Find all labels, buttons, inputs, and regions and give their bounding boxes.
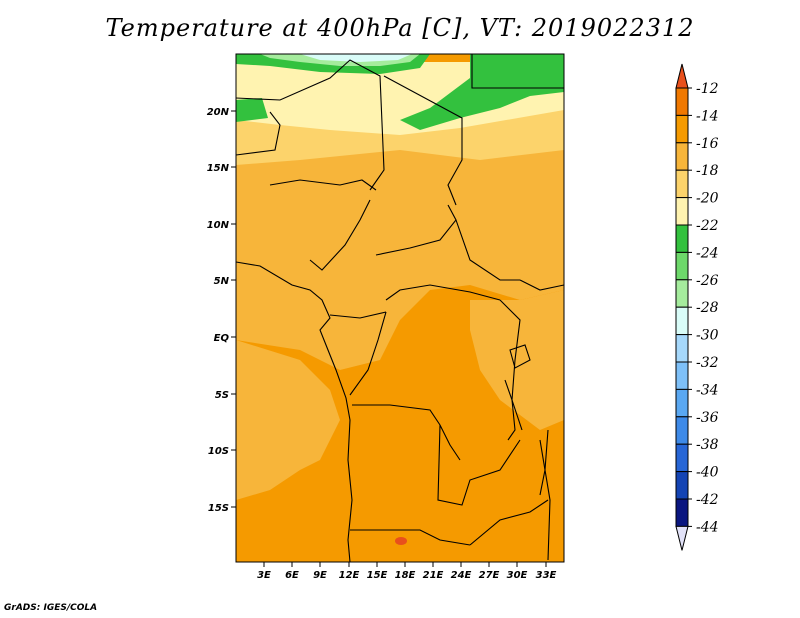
colorbar-label: -32	[696, 355, 719, 371]
border-car-drc	[385, 284, 501, 301]
colorbar-label: -22	[696, 218, 719, 234]
field-cold-north	[300, 54, 412, 62]
lat-tick-label: 10S	[208, 446, 229, 457]
lat-tick-label: 15N	[207, 163, 230, 174]
colorbar-swatch	[675, 251, 689, 281]
colorbar-swatch	[675, 279, 689, 308]
colorbar-label: -16	[696, 136, 719, 152]
colorbar-swatch	[675, 334, 689, 363]
colorbar-label: -12	[696, 81, 719, 97]
colorbar-label: -36	[696, 410, 719, 426]
lake-malawi	[539, 439, 546, 496]
lat-tick-label: 10N	[207, 220, 230, 231]
border-drc-east	[499, 299, 523, 431]
border-libya-chad	[383, 75, 463, 206]
colorbar-swatch	[675, 388, 689, 418]
colorbar-label: -38	[696, 437, 719, 453]
lon-tick-label: 12E	[339, 570, 360, 581]
lat-tick-label: 15S	[208, 503, 229, 514]
colorbar-swatch	[675, 197, 689, 226]
border-mali-niger	[236, 111, 281, 156]
lat-tick-label: EQ	[214, 333, 230, 344]
grads-credit: GrADS: IGES/COLA	[4, 603, 98, 613]
colorbar-swatch	[675, 142, 689, 171]
colorbar-bottom-arrow	[675, 525, 689, 551]
border-algeria-niger	[236, 59, 385, 191]
colorbar-label: -14	[696, 108, 719, 124]
colorbar-swatch	[675, 87, 689, 116]
colorbar-swatch	[675, 498, 689, 527]
colorbar-label: -40	[696, 465, 719, 481]
map-title: Temperature at 400hPa [C], VT: 201902231…	[105, 14, 695, 42]
colorbar-label: -30	[696, 328, 719, 344]
lon-tick-label: 33E	[536, 570, 557, 581]
border-egypt-sudan	[471, 54, 564, 89]
lat-tick-label: 5S	[215, 390, 229, 401]
country-borders	[236, 54, 564, 562]
lon-tick-label: 30E	[507, 570, 528, 581]
border-nigeria-cameroon	[309, 199, 371, 271]
border-chad-car	[375, 204, 457, 256]
colorbar-swatch	[675, 416, 689, 445]
colorbar-label: -24	[696, 245, 719, 261]
colorbar-swatch	[675, 306, 689, 336]
colorbar-swatch	[675, 471, 689, 500]
field-central-east	[470, 290, 564, 430]
colorbar-swatch	[675, 169, 689, 199]
colorbar-label: -44	[696, 519, 719, 535]
colorbar-label: -20	[696, 191, 719, 207]
border-cameroon-congo	[329, 311, 387, 319]
field-central-west	[236, 340, 340, 500]
lat-tick-label: 20N	[207, 107, 230, 118]
map-area	[236, 54, 564, 562]
border-southeast	[544, 429, 551, 561]
colorbar-label: -34	[696, 382, 719, 398]
lon-tick-label: 3E	[257, 570, 271, 581]
lon-tick-label: 9E	[313, 570, 327, 581]
border-namibia-angola	[350, 529, 471, 546]
colorbar-top-arrow	[675, 63, 689, 89]
colorbar-label: -26	[696, 273, 719, 289]
lake-tanganyika	[504, 379, 516, 441]
field-cool-west	[236, 98, 268, 122]
border-congo-drc	[349, 311, 387, 396]
border-drc-angola	[352, 404, 461, 461]
longitude-ticks: 3E 6E 9E 12E 15E 18E 21E 24E 27E 30E 33E	[257, 562, 557, 581]
lon-tick-label: 27E	[479, 570, 500, 581]
colorbar-legend: -12 -14 -16 -18 -20 -22 -24 -26 -28 -30 -32 -34 -36 -…	[675, 63, 719, 551]
border-angola-zambia	[437, 424, 521, 506]
coastline-west	[236, 261, 353, 562]
latitude-ticks: 20N 15N 10N 5N EQ 5S 10S 15S	[207, 107, 236, 514]
colorbar-swatch	[675, 224, 689, 253]
border-car-sudan	[455, 219, 520, 281]
lon-tick-label: 18E	[395, 570, 416, 581]
map-frame	[235, 53, 565, 563]
field-cool-east	[400, 54, 564, 130]
lon-tick-label: 6E	[285, 570, 299, 581]
lon-tick-label: 21E	[423, 570, 444, 581]
lat-tick-label: 5N	[214, 276, 230, 287]
lon-tick-label: 15E	[367, 570, 388, 581]
field-central	[236, 150, 564, 370]
field-hot-spot	[395, 537, 407, 545]
colorbar-label: -18	[696, 163, 719, 179]
lon-tick-label: 24E	[451, 570, 472, 581]
colorbar-label: -42	[696, 492, 719, 508]
border-zambia-zimbabwe	[469, 499, 549, 546]
border-niger-nigeria	[269, 179, 377, 191]
colorbar-swatch	[675, 443, 689, 473]
colorbar-label: -28	[696, 300, 719, 316]
colorbar-swatch	[675, 114, 689, 144]
lake-victoria	[509, 344, 531, 369]
border-eastafrica	[519, 279, 564, 291]
colorbar-swatch	[675, 361, 689, 390]
